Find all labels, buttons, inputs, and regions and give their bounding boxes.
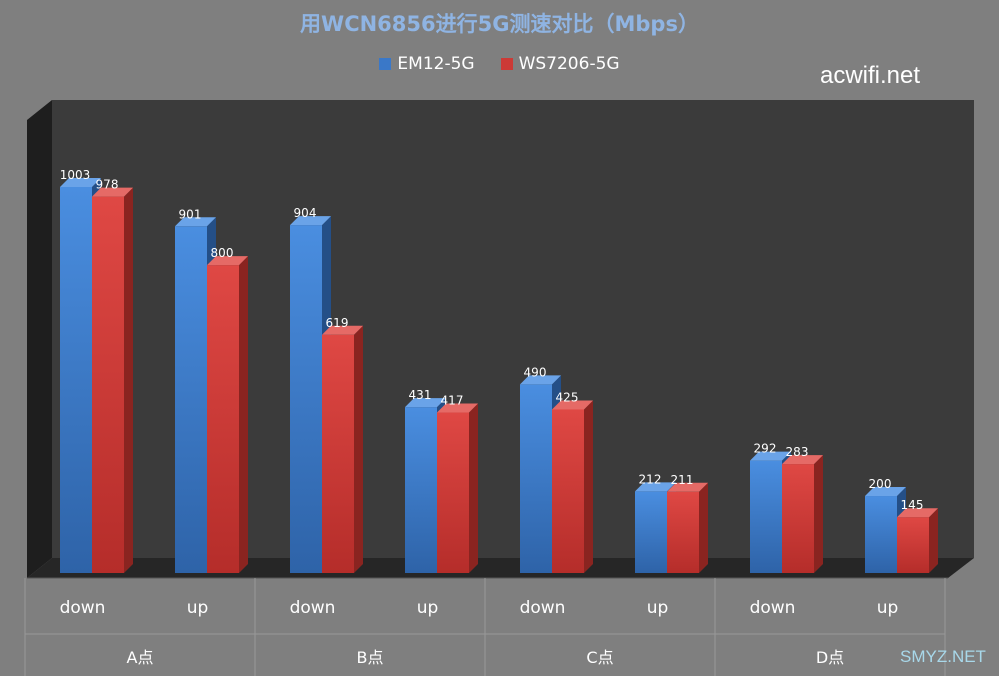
bar — [92, 196, 124, 573]
data-label: 292 — [754, 442, 777, 456]
bar-side — [469, 403, 478, 573]
bar-side — [814, 455, 823, 573]
bar-side — [124, 187, 133, 573]
bar-top — [635, 482, 676, 492]
group-label: A点 — [127, 648, 154, 667]
bar-top — [92, 187, 133, 197]
data-label: 904 — [294, 206, 317, 220]
data-label: 211 — [671, 473, 694, 487]
data-label: 490 — [524, 365, 547, 379]
tick-label: up — [187, 598, 209, 618]
data-label: 978 — [96, 178, 119, 192]
data-label: 901 — [179, 207, 202, 221]
bar-top — [175, 217, 216, 227]
chart-title: 用WCN6856进行5G测速对比（Mbps） — [300, 12, 699, 36]
bar — [750, 460, 782, 573]
data-label: 212 — [639, 472, 662, 486]
watermark-acwifi: acwifi.net — [820, 62, 921, 89]
legend-swatch-em12 — [379, 58, 392, 70]
bar — [175, 226, 207, 573]
plot-back-wall — [52, 100, 974, 558]
legend-label-ws7206: WS7206-5G — [518, 54, 620, 74]
tick-label: down — [520, 598, 566, 618]
data-label: 619 — [326, 316, 349, 330]
bar-top — [667, 482, 708, 492]
bar — [552, 409, 584, 573]
plot-floor — [27, 558, 974, 578]
bar-top — [290, 216, 331, 226]
bar-top — [552, 400, 593, 410]
bar-side — [584, 400, 593, 573]
bar — [520, 384, 552, 573]
legend-swatch-ws7206 — [500, 58, 513, 70]
bar — [405, 407, 437, 573]
tick-label: down — [750, 598, 796, 618]
data-label: 145 — [901, 498, 924, 512]
bar — [60, 187, 92, 573]
bar-top — [750, 451, 791, 461]
bar — [207, 265, 239, 573]
bar-side — [239, 256, 248, 573]
data-label: 431 — [409, 388, 432, 402]
legend-item-ws7206: WS7206-5G — [500, 54, 620, 74]
tick-label: up — [417, 598, 439, 618]
bar-side — [929, 508, 938, 573]
group-label: D点 — [816, 648, 844, 667]
data-label: 1003 — [60, 168, 91, 182]
data-label: 800 — [211, 246, 234, 260]
bar — [635, 491, 667, 573]
bar — [437, 412, 469, 573]
tick-label: down — [290, 598, 336, 618]
watermark-smyz: SMYZ.NET — [900, 647, 986, 666]
data-label: 417 — [441, 394, 464, 408]
bar-top — [782, 455, 823, 465]
plot-side-wall — [27, 100, 52, 578]
bar-top — [520, 375, 561, 385]
group-label: C点 — [586, 648, 613, 667]
bar-top — [865, 487, 906, 497]
bar — [865, 496, 897, 573]
tick-label: down — [60, 598, 106, 618]
data-label: 425 — [556, 390, 579, 404]
bar — [322, 334, 354, 573]
tick-label: up — [877, 598, 899, 618]
bar-top — [405, 398, 446, 408]
data-label: 200 — [869, 477, 892, 491]
bar — [290, 225, 322, 573]
bar — [667, 491, 699, 573]
bar-top — [60, 178, 101, 187]
legend-item-em12: EM12-5G — [379, 54, 475, 74]
tick-label: up — [647, 598, 669, 618]
bar — [897, 517, 929, 573]
bar — [782, 464, 814, 573]
bar-top — [437, 403, 478, 413]
bar-side — [354, 325, 363, 573]
group-label: B点 — [357, 648, 384, 667]
bar-side — [699, 482, 708, 573]
legend-label-em12: EM12-5G — [397, 54, 475, 74]
chart-legend: EM12-5G WS7206-5G — [0, 54, 999, 74]
bar-top — [322, 325, 363, 335]
bar-top — [207, 256, 248, 266]
bar-top — [897, 508, 938, 518]
data-label: 283 — [786, 445, 809, 459]
